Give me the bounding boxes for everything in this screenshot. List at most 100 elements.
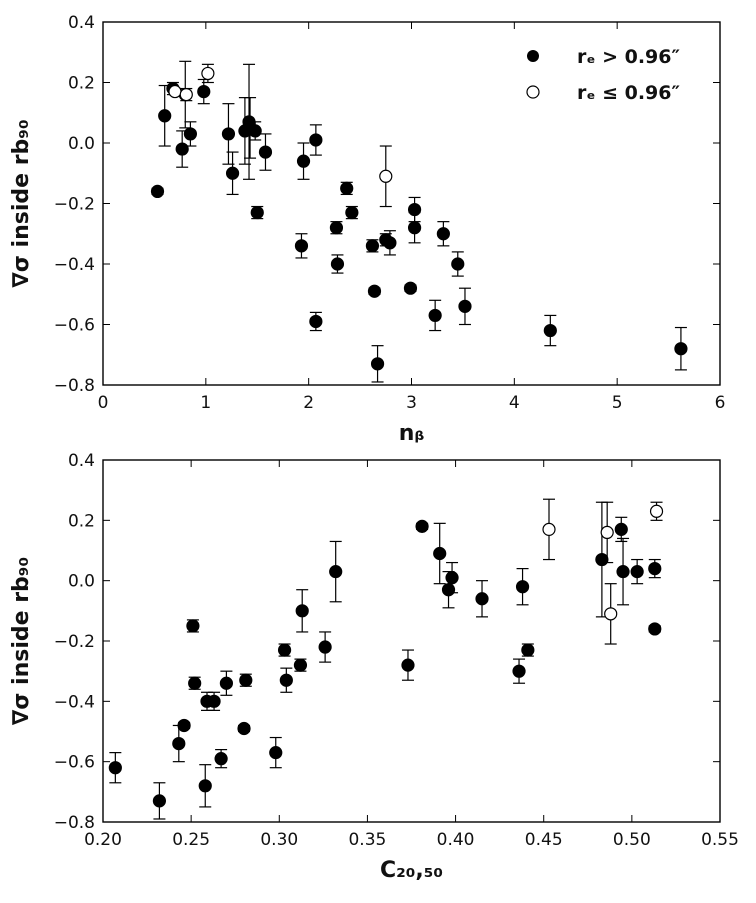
x-tick-label: 4	[509, 393, 520, 413]
data-point-filled	[207, 694, 221, 708]
y-tick-label: −0.2	[54, 195, 95, 215]
data-point-filled	[183, 127, 198, 141]
data-point-filled	[239, 673, 253, 687]
data-point-filled	[451, 257, 465, 271]
y-tick-label: 0.0	[68, 134, 95, 154]
legend-marker-open	[526, 85, 540, 99]
data-point-filled	[521, 643, 535, 657]
y-tick-label: 0.4	[68, 13, 95, 33]
data-point-filled	[309, 314, 323, 329]
data-point-filled	[367, 284, 382, 298]
data-point-filled	[458, 299, 472, 313]
data-point-filled	[674, 342, 688, 356]
data-point-filled	[329, 221, 344, 235]
data-point-filled	[197, 84, 211, 99]
data-point-filled	[403, 281, 418, 295]
data-point-filled	[445, 571, 459, 585]
legend: rₑ > 0.96″ rₑ ≤ 0.96″	[526, 46, 680, 104]
data-point-filled	[293, 658, 308, 672]
data-point-filled	[512, 664, 526, 678]
y-tick-label: −0.4	[54, 692, 95, 712]
data-point-open	[201, 66, 215, 81]
data-point-filled	[415, 519, 429, 533]
data-point-filled	[108, 761, 122, 775]
data-point-filled	[630, 565, 644, 579]
x-tick-label: 0	[98, 393, 109, 413]
y-tick-label: −0.6	[54, 753, 95, 773]
y-tick-label: 0.2	[68, 74, 95, 94]
y-tick-label: 0.4	[68, 451, 95, 471]
data-point-filled	[648, 622, 662, 636]
data-point-filled	[269, 746, 283, 760]
data-point-filled	[595, 552, 609, 567]
x-tick-label: 0.40	[437, 830, 475, 850]
x-tick-label: 0.50	[613, 830, 651, 850]
data-point-filled	[175, 142, 189, 156]
y-tick-label: 0.2	[68, 511, 95, 531]
data-point-filled	[295, 604, 309, 618]
data-point-filled	[401, 658, 415, 672]
data-point-filled	[436, 227, 450, 241]
data-point-filled	[186, 619, 200, 633]
data-point-filled	[441, 583, 456, 597]
data-point-filled	[515, 580, 530, 594]
x-tick-label: 5	[612, 393, 623, 413]
data-point-open	[168, 84, 182, 99]
data-point-filled	[214, 752, 228, 766]
y-tick-label: −0.4	[54, 255, 95, 275]
data-point-filled	[309, 133, 323, 147]
data-point-filled	[345, 205, 359, 220]
data-point-filled	[177, 718, 191, 733]
data-point-filled	[248, 124, 262, 138]
data-point-filled	[172, 736, 186, 751]
data-point-filled	[296, 154, 311, 168]
data-point-filled	[329, 565, 343, 579]
x-tick-label: 2	[303, 393, 314, 413]
data-point-open	[604, 607, 618, 621]
data-point-filled	[294, 239, 309, 253]
y-tick-label: −0.6	[54, 316, 95, 336]
data-point-filled	[225, 166, 240, 180]
plot-frame	[102, 459, 721, 823]
data-point-filled	[616, 565, 630, 579]
legend-marker-filled	[527, 50, 539, 62]
data-point-filled	[428, 308, 442, 323]
x-tick-label: 0.35	[348, 830, 386, 850]
data-point-filled	[330, 257, 345, 271]
data-point-filled	[188, 676, 202, 690]
data-point-filled	[198, 779, 212, 793]
y-tick-label: −0.2	[54, 632, 95, 652]
data-point-filled	[150, 184, 165, 198]
data-point-filled	[158, 109, 172, 123]
x-tick-label: 0.20	[84, 830, 122, 850]
data-point-filled	[370, 357, 385, 371]
x-tick-label: 3	[406, 393, 417, 413]
data-point-open	[542, 522, 556, 536]
x-tick-label: 0.45	[525, 830, 563, 850]
data-point-filled	[219, 676, 233, 690]
x-tick-label: 0.30	[260, 830, 298, 850]
data-point-filled	[250, 205, 264, 220]
x-axis-label: C₂₀,₅₀	[380, 858, 443, 883]
data-point-filled	[340, 181, 354, 195]
y-axis-label: ∇σ inside rb₉₀	[9, 557, 34, 725]
data-point-filled	[648, 561, 662, 576]
panel-top: 0 1 2 3 4 5 6 −0.8 −0.6 −0.4 −0.2 0.0 0.2 0.4 nᵦ ∇σ ins…	[9, 13, 725, 446]
data-point-filled	[318, 640, 332, 654]
panel-bottom: 0.20 0.25 0.30 0.35 0.40 0.45 0.50 0.55 −0.8 −0.6…	[9, 451, 739, 883]
data-point-filled	[279, 673, 293, 687]
data-point-filled	[433, 546, 447, 561]
x-tick-label: 1	[200, 393, 211, 413]
legend-label-filled: rₑ > 0.96″	[577, 46, 680, 68]
data-point-open	[379, 169, 393, 183]
data-point-filled	[277, 643, 292, 657]
y-axis-label: ∇σ inside rb₉₀	[9, 119, 34, 287]
y-tick-label: −0.8	[54, 813, 95, 833]
data-point-filled	[258, 145, 273, 159]
x-axis-label: nᵦ	[399, 421, 425, 446]
data-point-filled	[614, 522, 628, 536]
data-point-open	[649, 504, 664, 518]
data-point-filled	[237, 721, 251, 736]
